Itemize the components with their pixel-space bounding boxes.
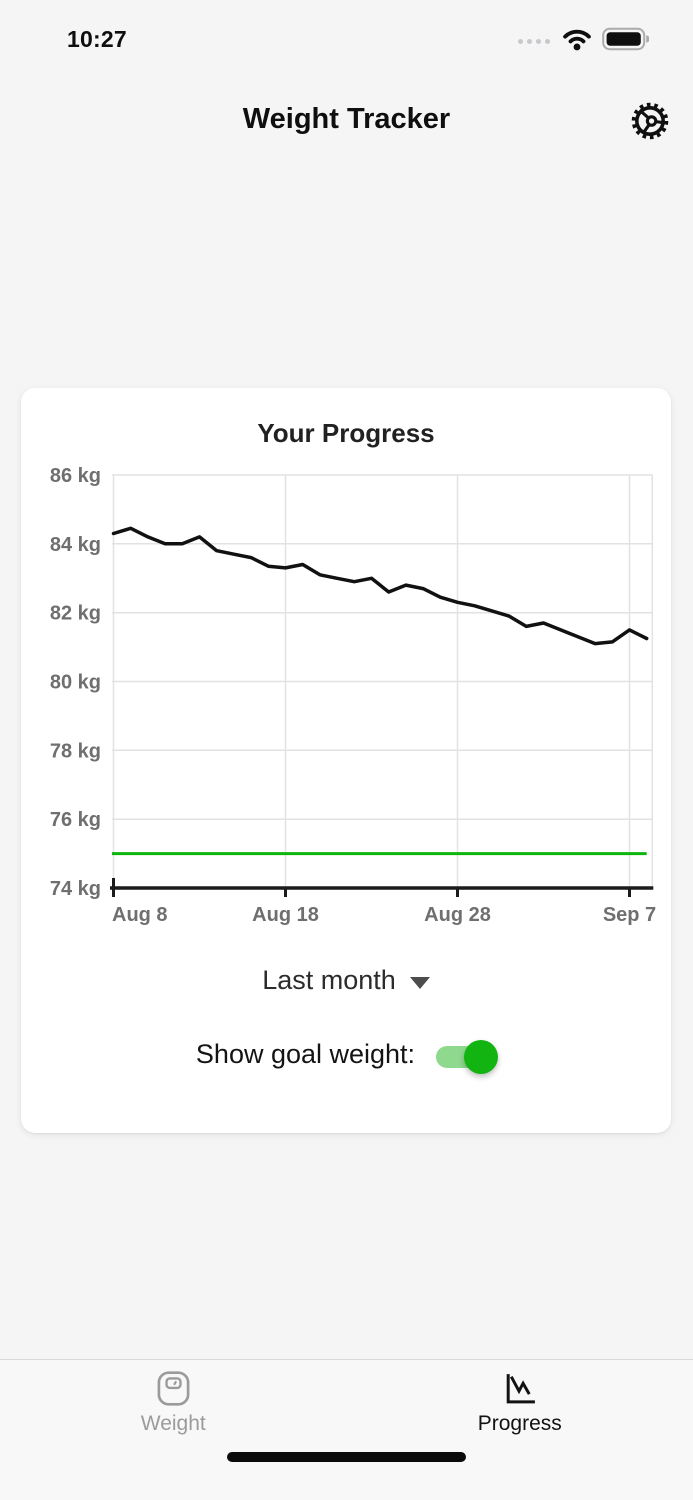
page-title: Weight Tracker xyxy=(242,103,451,135)
svg-text:86 kg: 86 kg xyxy=(50,465,101,487)
tab-progress[interactable]: Progress xyxy=(347,1360,693,1500)
range-selector-label: Last month xyxy=(262,965,396,995)
svg-text:76 kg: 76 kg xyxy=(50,809,101,831)
goal-toggle-row: Show goal weight: xyxy=(21,1039,671,1074)
settings-button[interactable] xyxy=(627,98,673,144)
svg-text:Aug 18: Aug 18 xyxy=(252,904,319,926)
goal-weight-toggle[interactable] xyxy=(436,1039,499,1074)
svg-text:84 kg: 84 kg xyxy=(50,534,101,556)
svg-text:Aug 8: Aug 8 xyxy=(112,904,168,926)
svg-text:Sep 7: Sep 7 xyxy=(603,904,656,926)
card-title: Your Progress xyxy=(257,418,435,448)
home-indicator[interactable] xyxy=(227,1452,466,1462)
chart-icon xyxy=(501,1370,538,1410)
tab-progress-label: Progress xyxy=(477,1412,562,1435)
range-selector[interactable]: Last month xyxy=(21,965,671,996)
scale-icon xyxy=(155,1370,192,1410)
tab-bar: Weight Progress xyxy=(0,1359,693,1500)
status-icons xyxy=(518,27,650,56)
battery-icon xyxy=(602,27,650,56)
chevron-down-icon xyxy=(409,977,430,989)
svg-text:74 kg: 74 kg xyxy=(50,878,101,900)
progress-card: Your Progress 86 kg 84 kg 82 kg 80 kg 78 kg 7… xyxy=(21,388,671,1133)
progress-chart-svg: 86 kg 84 kg 82 kg 80 kg 78 kg 76 kg 74 kg Aug 8… xyxy=(50,465,656,926)
wifi-icon xyxy=(561,27,593,56)
toggle-knob xyxy=(464,1039,499,1074)
goal-toggle-label: Show goal weight: xyxy=(195,1039,416,1069)
svg-text:80 kg: 80 kg xyxy=(50,672,101,694)
cellular-signal-icon xyxy=(518,38,550,44)
tab-weight[interactable]: Weight xyxy=(0,1360,347,1500)
gear-icon xyxy=(627,102,673,147)
svg-text:Aug 28: Aug 28 xyxy=(424,904,491,926)
svg-text:78 kg: 78 kg xyxy=(50,740,101,762)
svg-text:82 kg: 82 kg xyxy=(50,603,101,625)
status-time: 10:27 xyxy=(67,26,127,52)
tab-weight-label: Weight xyxy=(140,1412,206,1435)
